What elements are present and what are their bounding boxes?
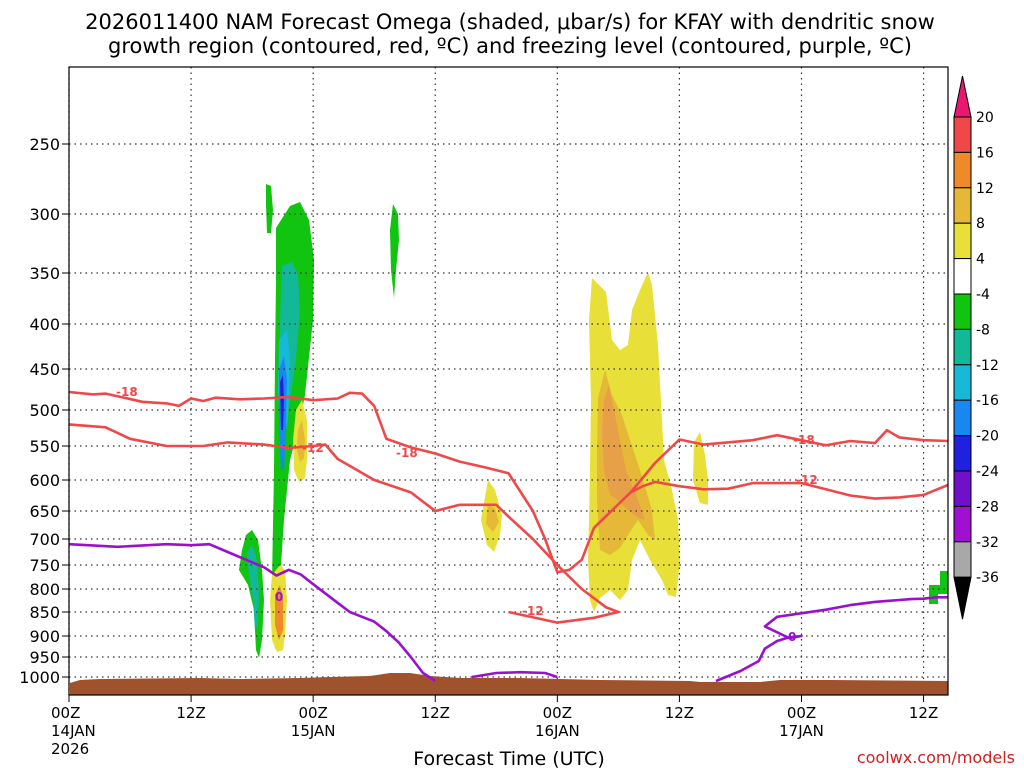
omega-region-lowlevel-green (239, 530, 264, 658)
omega-shading (239, 184, 948, 658)
y-tick-label: 500 (29, 401, 60, 420)
x-tick-label-time: 12Z (665, 704, 694, 722)
contour-label-m12-a: -12 (302, 441, 324, 455)
colorbar-swatch (953, 399, 972, 437)
contour-label-m18-b: -18 (396, 446, 418, 460)
chart-title-line1: 2026011400 NAM Forecast Omega (shaded, μ… (85, 10, 935, 34)
chart-title-line2: growth region (contoured, red, ºC) and f… (108, 34, 912, 58)
x-tick-label-date: 15JAN (291, 722, 336, 740)
contour-label-zero-b: 0 (788, 630, 796, 644)
contour-line-2 (630, 480, 949, 500)
colorbar-swatch (953, 505, 972, 543)
terrain-ground (70, 673, 948, 695)
omega-region-green-small (390, 204, 399, 298)
colorbar-swatch (953, 151, 972, 189)
y-tick-label: 800 (29, 580, 60, 599)
colorbar-swatch (953, 222, 972, 260)
x-tick-label-date: 14JAN (51, 722, 96, 740)
y-tick-label: 250 (29, 135, 60, 154)
contour-line-1 (68, 423, 620, 624)
y-tick-label: 850 (29, 603, 60, 622)
y-tick-label: 950 (29, 648, 60, 667)
colorbar-label: 4 (976, 252, 985, 268)
colorbar-swatch (953, 187, 972, 224)
colorbar-swatch (953, 293, 972, 330)
colorbar: 20 16 12 8 4 -4 -8 -12 -16 -20 -24 -28 -32 -36 (953, 75, 999, 620)
colorbar-bottom-arrow (953, 576, 972, 620)
contour-line-4 (471, 670, 558, 679)
contour-label-m12-c: -12 (796, 473, 818, 487)
y-tick-label: 1000 (19, 668, 60, 687)
contour-label-m12-b: -12 (522, 604, 544, 618)
y-tick-label: 700 (29, 530, 60, 549)
contour-label-m18-a: -18 (116, 385, 138, 399)
colorbar-label: -4 (976, 287, 990, 303)
y-tick-label: 350 (29, 264, 60, 283)
colorbar-swatch (953, 116, 972, 153)
x-tick-label-time: 00Z (787, 704, 816, 722)
colorbar-label: 8 (976, 216, 985, 232)
colorbar-label: -36 (976, 570, 999, 586)
x-tick-label-time: 00Z (51, 704, 80, 722)
y-tick-label: 600 (29, 471, 60, 490)
colorbar-swatch (953, 364, 972, 401)
x-tick-label-time: 00Z (543, 704, 572, 722)
y-tick-label: 900 (29, 627, 60, 646)
y-tick-label: 450 (29, 360, 60, 379)
omega-region-darkorange-large (602, 385, 645, 520)
colorbar-label: -12 (976, 358, 999, 374)
y-tick-label: 550 (29, 437, 60, 456)
isotherm-contours (68, 390, 949, 683)
colorbar-label: 16 (976, 145, 994, 161)
colorbar-swatch (953, 258, 972, 295)
omega-region-darkblue-core (280, 375, 284, 430)
colorbar-swatch (953, 435, 972, 472)
omega-region-orange-small-2 (486, 505, 499, 532)
x-axis-label: Forecast Time (UTC) (413, 748, 604, 768)
colorbar-label: -8 (976, 322, 990, 338)
omega-region-orange-small-1 (297, 420, 305, 462)
colorbar-label: 12 (976, 181, 994, 197)
omega-region-green-streak (266, 184, 273, 233)
x-tick-label-time: 12Z (421, 704, 450, 722)
omega-region-lowlevel-teal (247, 545, 259, 630)
x-tick-label-time: 00Z (298, 704, 327, 722)
colorbar-swatch (953, 541, 972, 578)
pressure-gridlines (62, 143, 948, 678)
x-tick-label-year: 2026 (51, 740, 89, 758)
colorbar-label: -16 (976, 393, 999, 409)
colorbar-label: -28 (976, 499, 999, 515)
credit-text: coolwx.com/models (857, 748, 1015, 767)
colorbar-label: -32 (976, 535, 999, 551)
colorbar-swatch (953, 470, 972, 507)
x-tick-label-date: 16JAN (535, 722, 580, 740)
omega-region-yellow-small-3 (693, 432, 708, 505)
y-tick-label: 400 (29, 315, 60, 334)
colorbar-label: -20 (976, 429, 999, 445)
contour-labels: -18 -18 -18 -12 -12 -12 0 0 (116, 385, 818, 644)
colorbar-swatch (953, 328, 972, 366)
x-tick-label-time: 12Z (176, 704, 205, 722)
omega-region-green-right (929, 571, 948, 604)
contour-line-5 (715, 595, 948, 683)
y-tick-label: 650 (29, 502, 60, 521)
colorbar-label: -24 (976, 464, 999, 480)
time-gridlines (68, 67, 925, 702)
colorbar-label: 20 (976, 110, 994, 126)
contour-line-3 (68, 542, 437, 683)
x-tick-label-date: 17JAN (779, 722, 824, 740)
y-tick-label: 300 (29, 205, 60, 224)
x-tick-label-time: 12Z (909, 704, 938, 722)
plot-frame (68, 66, 949, 696)
contour-label-m18-c: -18 (793, 433, 815, 447)
y-axis-tick-labels: 250 300 350 400 450 500 550 600 650 700 750 800 850 9… (19, 135, 60, 687)
contour-label-zero-a: 0 (275, 590, 283, 604)
colorbar-top-arrow (953, 75, 972, 118)
contour-line-0 (68, 390, 949, 574)
y-tick-label: 750 (29, 556, 60, 575)
